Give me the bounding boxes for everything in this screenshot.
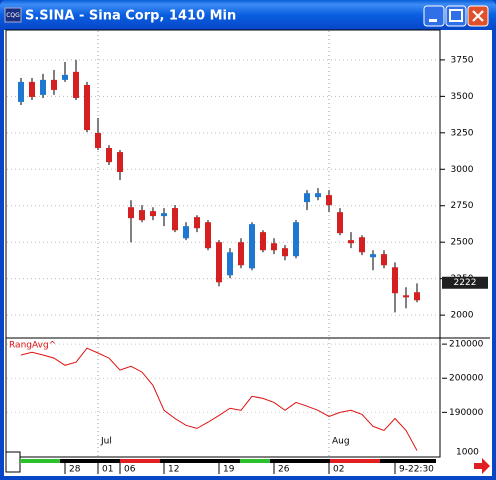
window-title: S.SINA - Sina Corp, 1410 Min xyxy=(25,9,236,24)
candle-body xyxy=(238,242,244,266)
candle-body xyxy=(348,240,354,244)
x-tick-label: 02 xyxy=(333,465,344,475)
x-tick-label: 06 xyxy=(124,465,136,475)
title-bar xyxy=(0,0,496,30)
month-label: Aug xyxy=(332,437,350,447)
session-bar xyxy=(60,459,120,463)
month-label: Jul xyxy=(100,437,112,447)
candle-body xyxy=(216,242,222,283)
candle-body xyxy=(183,226,189,239)
y-tick-label: 3250 xyxy=(451,128,474,138)
candle-body xyxy=(282,248,288,257)
candle-body xyxy=(304,193,310,203)
candle-body xyxy=(106,147,112,163)
session-bar xyxy=(120,459,160,463)
y-tick-label: 190000 xyxy=(449,408,484,418)
candle-body xyxy=(392,267,398,294)
candle-body xyxy=(51,79,57,90)
indicator-line xyxy=(20,347,418,451)
candle-body xyxy=(128,207,134,219)
y-tick-label: 3000 xyxy=(451,165,474,175)
y-tick-label: 2500 xyxy=(451,238,474,248)
candle-body xyxy=(95,132,101,148)
x-tick-label: 26 xyxy=(278,465,290,475)
x-tick-label: 28 xyxy=(69,465,81,475)
scroll-arrow[interactable] xyxy=(474,458,490,474)
close-icon xyxy=(472,10,484,22)
icon-text: CQG xyxy=(6,12,20,19)
session-bar xyxy=(270,459,330,463)
candle-body xyxy=(337,212,343,234)
session-bar xyxy=(330,459,380,463)
y-tick-label: 2000 xyxy=(451,311,474,321)
app-icon xyxy=(4,7,22,23)
y-tick-label: 200000 xyxy=(449,374,484,384)
candle-body xyxy=(161,213,167,217)
y-tick-label: 3500 xyxy=(451,92,474,102)
candle-body xyxy=(40,79,46,95)
maximize-icon xyxy=(449,9,463,22)
candle-body xyxy=(249,224,255,269)
candle-body xyxy=(139,210,145,221)
session-bar xyxy=(380,459,436,463)
candle-body xyxy=(84,84,90,131)
x-tick-label: 9-22:30 xyxy=(399,465,434,475)
candle-body xyxy=(150,211,156,217)
scroll-box[interactable] xyxy=(5,451,21,473)
minimize-button[interactable] xyxy=(423,5,445,27)
y-tick-label: 3750 xyxy=(451,55,474,65)
candle-body xyxy=(370,254,376,258)
candle-body xyxy=(73,71,79,98)
y-tick-label: 2750 xyxy=(451,201,474,211)
candle-body xyxy=(227,252,233,276)
candle-body xyxy=(359,237,365,253)
session-bar xyxy=(240,459,270,463)
candle-body xyxy=(293,222,299,257)
x-tick-label: 12 xyxy=(168,465,179,475)
last-price-box xyxy=(442,276,488,289)
scale-label: 1000 xyxy=(456,448,479,458)
candle-body xyxy=(194,217,200,229)
candle-body xyxy=(414,292,420,301)
x-tick-label: 19 xyxy=(223,465,235,475)
legend-label: RangAvg^ xyxy=(9,341,56,351)
candle-body xyxy=(29,81,35,97)
y-tick-label: 210000 xyxy=(449,340,484,350)
candle-body xyxy=(205,222,211,249)
session-bar xyxy=(160,459,240,463)
minimize-icon xyxy=(429,19,437,22)
candle-body xyxy=(172,208,178,231)
x-tick-label: 01 xyxy=(102,465,113,475)
candle-body xyxy=(62,74,68,80)
candle-body xyxy=(271,243,277,251)
candle-body xyxy=(403,295,409,298)
candle-body xyxy=(381,254,387,266)
session-bar xyxy=(20,459,60,463)
candle-body xyxy=(315,193,321,198)
candle-body xyxy=(18,81,24,102)
candle-body xyxy=(117,152,123,173)
candle-body xyxy=(326,195,332,206)
candle-body xyxy=(260,232,266,251)
last-price-label: 2222 xyxy=(454,278,477,288)
